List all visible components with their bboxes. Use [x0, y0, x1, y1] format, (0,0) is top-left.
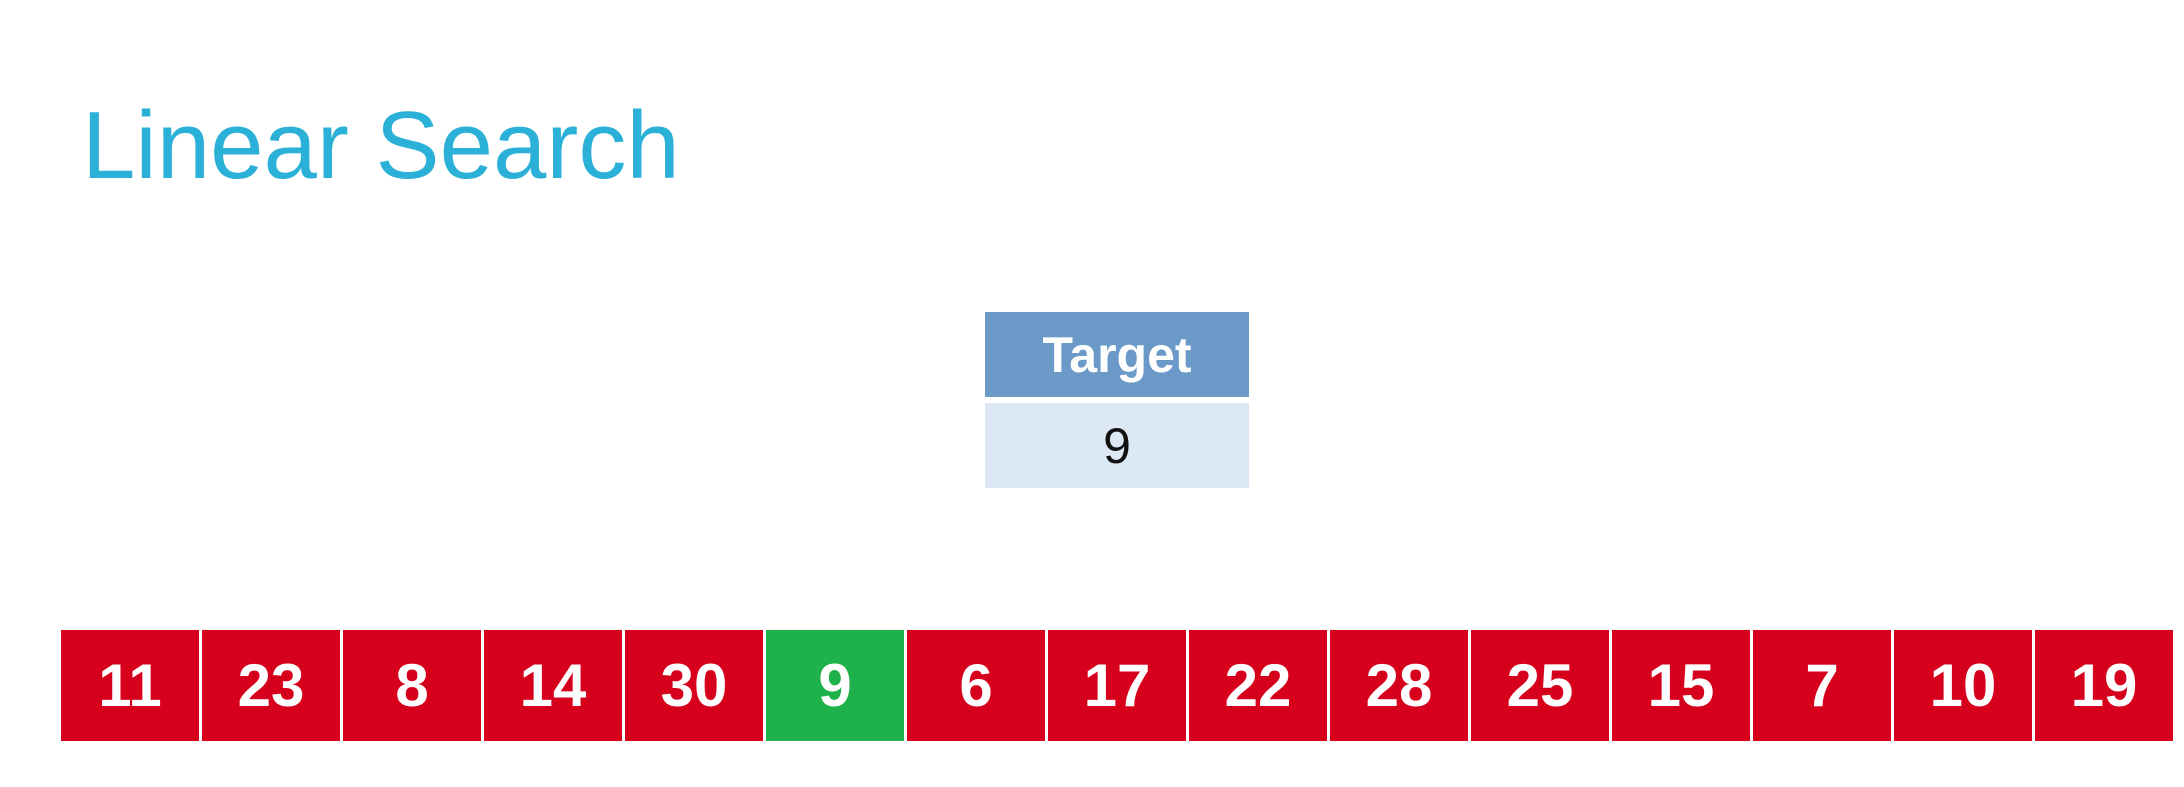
array-cell: 28 [1330, 630, 1468, 741]
array-cell: 8 [343, 630, 481, 741]
target-box: Target 9 [985, 312, 1249, 488]
array-cell: 14 [484, 630, 622, 741]
array-cell: 22 [1189, 630, 1327, 741]
array-cell: 25 [1471, 630, 1609, 741]
array-cell: 10 [1894, 630, 2032, 741]
array-cell-found: 9 [766, 630, 904, 741]
array-cell: 17 [1048, 630, 1186, 741]
array-cell: 11 [61, 630, 199, 741]
array-cell: 6 [907, 630, 1045, 741]
array-cell: 19 [2035, 630, 2173, 741]
slide-title: Linear Search [82, 92, 680, 199]
target-value: 9 [985, 403, 1249, 488]
array-row: 11 23 8 14 30 9 6 17 22 28 25 15 7 10 19 [61, 630, 2173, 741]
array-cell: 7 [1753, 630, 1891, 741]
array-cell: 30 [625, 630, 763, 741]
target-header: Target [985, 312, 1249, 397]
array-cell: 23 [202, 630, 340, 741]
array-cell: 15 [1612, 630, 1750, 741]
